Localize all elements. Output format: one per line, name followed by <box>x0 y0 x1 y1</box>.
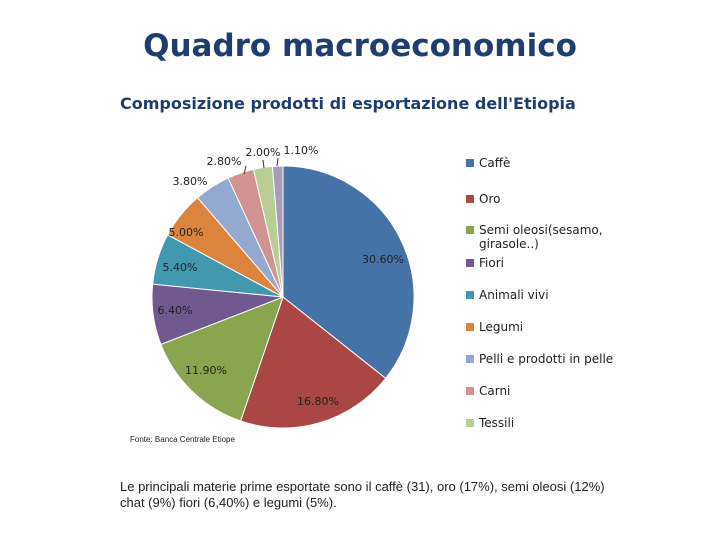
legend-swatch <box>466 419 474 427</box>
pie-slice <box>160 296 284 422</box>
legend-swatch <box>466 323 474 331</box>
legend-item: Animali vivi <box>466 288 549 302</box>
data-label: 3.80% <box>173 175 208 188</box>
legend-label: Carni <box>479 384 511 398</box>
legend-label: Pelli e prodotti in pelle <box>479 352 614 366</box>
legend-swatch <box>466 195 474 203</box>
legend-label: Animali vivi <box>479 288 549 302</box>
data-label: 11.90% <box>185 364 227 377</box>
legend-label: Oro <box>479 192 501 206</box>
leader-line <box>276 157 279 167</box>
legend-label: Fiori <box>479 256 504 270</box>
legend-item: Caffè <box>466 156 510 170</box>
legend-swatch <box>466 355 474 363</box>
data-label: 5.00% <box>169 226 204 239</box>
slide-title: Quadro macroeconomico <box>143 28 577 64</box>
pie-slice <box>271 165 284 298</box>
pie-slice <box>282 165 415 380</box>
chart-title: Composizione prodotti di esportazione de… <box>120 94 576 113</box>
data-label: 6.40% <box>158 304 193 317</box>
data-label: 16.80% <box>297 395 339 408</box>
legend-swatch <box>466 159 474 167</box>
data-label: 2.00% <box>246 146 281 159</box>
legend-item: Fiori <box>466 256 504 270</box>
leader-line <box>262 159 265 169</box>
leader-line <box>243 165 247 175</box>
legend-item: Carni <box>466 384 510 398</box>
data-label: 1.10% <box>284 144 319 157</box>
legend-item: Oro <box>466 192 500 206</box>
pie-slice <box>239 296 387 429</box>
legend-item: Tessili <box>466 416 514 430</box>
legend-item: Pelli e prodotti in pelle <box>466 352 613 366</box>
legend-item: Legumi <box>466 320 523 334</box>
data-label: 5.40% <box>163 261 198 274</box>
legend-item: Semi oleosi(sesamo, girasole..) <box>466 223 603 251</box>
legend-label: Semi oleosi(sesamo, girasole..) <box>479 223 603 251</box>
data-label: 2.80% <box>207 155 242 168</box>
caption-line: Le principali materie prime esportate so… <box>120 479 605 494</box>
caption: Le principali materie prime esportate so… <box>120 479 680 511</box>
legend-swatch <box>466 387 474 395</box>
legend-swatch <box>466 291 474 299</box>
legend-label: Caffè <box>479 156 511 170</box>
caption-line: chat (9%) fiori (6,40%) e legumi (5%). <box>120 495 337 510</box>
legend-swatch <box>466 226 474 234</box>
data-label: 30.60% <box>362 253 404 266</box>
source-note: Fonte: Banca Centrale Etiope <box>130 435 235 444</box>
legend-label: Tessili <box>479 416 515 430</box>
legend-label: Legumi <box>479 320 524 334</box>
legend-swatch <box>466 259 474 267</box>
